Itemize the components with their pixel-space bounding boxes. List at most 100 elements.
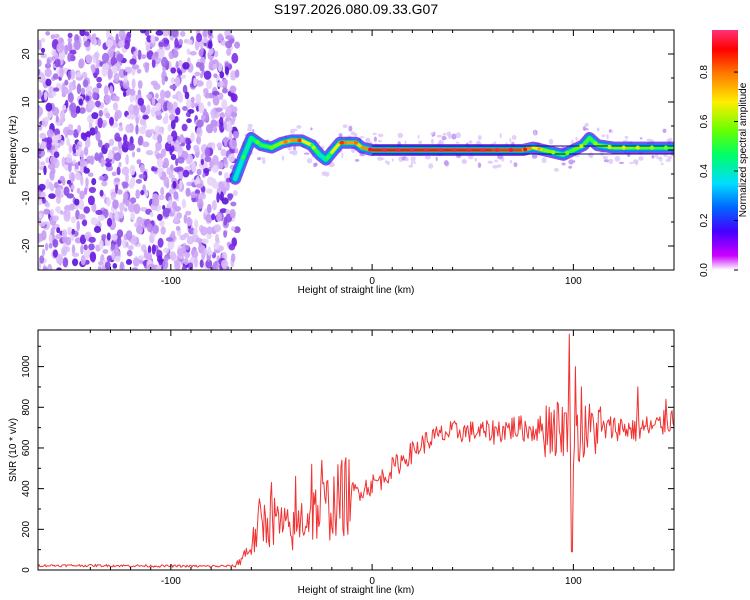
ridge-peak (255, 140, 260, 145)
noise-blob (76, 187, 81, 194)
noise-blob (95, 209, 103, 215)
noise-blob (90, 155, 95, 166)
noise-blob (125, 259, 133, 265)
ridge-speck (509, 159, 512, 164)
noise-blob (200, 226, 208, 236)
noise-blob (173, 216, 180, 224)
ridge-speck (410, 160, 413, 166)
noise-blob (95, 58, 100, 70)
noise-blob (55, 234, 62, 240)
noise-blob (111, 171, 117, 177)
noise-blob (160, 226, 166, 235)
noise-blob (217, 33, 224, 42)
ridge-speck (541, 157, 547, 164)
ridge-speck (660, 162, 664, 166)
ridge-speck (575, 136, 578, 141)
noise-blob (59, 109, 66, 120)
noise-blob (81, 220, 87, 226)
noise-blob (173, 191, 179, 200)
y-tick-label: 20 (21, 48, 32, 60)
ridge-speck (474, 157, 478, 162)
noise-blob (122, 181, 129, 189)
noise-blob (77, 124, 82, 134)
noise-blob (230, 111, 238, 118)
noise-blob (100, 157, 105, 168)
noise-blob (175, 76, 181, 88)
colorbar: 0.0 0.2 0.4 0.6 0.8 Normalized spectral ampl… (699, 30, 749, 277)
noise-blob (38, 142, 41, 148)
noise-blob (68, 162, 72, 173)
noise-blob (163, 157, 170, 169)
ridge-speck (417, 135, 420, 139)
noise-blob (127, 245, 134, 251)
noise-blob (210, 119, 218, 128)
noise-blob (38, 233, 42, 244)
noise-blob (88, 186, 96, 194)
noise-blob (80, 149, 84, 158)
ridge-speck (606, 134, 609, 140)
noise-blob (45, 31, 51, 36)
noise-blob (131, 267, 139, 270)
noise-blob (97, 38, 102, 47)
noise-blob (66, 138, 70, 146)
noise-blob (97, 266, 102, 270)
noise-blob (125, 199, 129, 207)
noise-blob (207, 101, 211, 107)
noise-blob (94, 100, 101, 108)
noise-blob (234, 69, 240, 78)
ridge-speck (561, 162, 566, 166)
noise-blob (212, 90, 220, 96)
noise-blob (129, 177, 136, 187)
noise-blob (158, 171, 162, 177)
ridge-speck (257, 157, 261, 161)
noise-blob (69, 102, 77, 113)
noise-blob (204, 156, 212, 163)
noise-blob (64, 79, 69, 86)
noise-blob (185, 112, 191, 117)
noise-blob (174, 116, 179, 123)
noise-blob (181, 123, 188, 132)
ridge-peak (297, 138, 302, 143)
x-tick-label: 0 (369, 576, 375, 587)
noise-blob (40, 53, 47, 59)
ridge-peak (621, 145, 626, 150)
noise-blob (49, 208, 55, 217)
noise-blob (46, 58, 51, 68)
colorbar-tick-label: 0.6 (699, 114, 710, 128)
noise-blob (124, 66, 132, 73)
ridge-speck (404, 140, 407, 145)
noise-blob (80, 87, 86, 95)
ridge-speck (665, 158, 671, 162)
noise-blob (123, 75, 128, 83)
colorbar-tick-label: 0.8 (699, 65, 710, 79)
noise-blob (191, 249, 195, 256)
noise-blob (45, 202, 50, 208)
ridge-speck (499, 132, 502, 139)
noise-blob (45, 157, 50, 164)
noise-blob (114, 177, 121, 183)
ridge-peak (410, 148, 415, 152)
noise-blob (215, 233, 219, 244)
noise-blob (163, 39, 170, 45)
noise-blob (140, 104, 146, 113)
ridge-speck (232, 190, 238, 196)
noise-blob (175, 107, 181, 116)
noise-blob (67, 92, 74, 103)
noise-blob (151, 167, 159, 172)
noise-blob (103, 85, 109, 96)
noise-blob (218, 92, 224, 101)
ridge-speck (293, 128, 298, 132)
spectrogram-ylabel: Frequency (Hz) (8, 116, 19, 185)
noise-blob (166, 101, 173, 111)
ridge-speck (639, 137, 643, 140)
noise-blob (212, 155, 219, 166)
noise-blob (93, 226, 102, 233)
noise-blob (71, 216, 76, 224)
ridge-speck (582, 126, 587, 131)
noise-blob (76, 83, 82, 95)
ridge-core-segment (581, 136, 591, 147)
noise-blob (112, 199, 119, 209)
noise-blob (154, 125, 162, 136)
noise-blob (169, 84, 177, 90)
noise-blob (218, 171, 222, 176)
